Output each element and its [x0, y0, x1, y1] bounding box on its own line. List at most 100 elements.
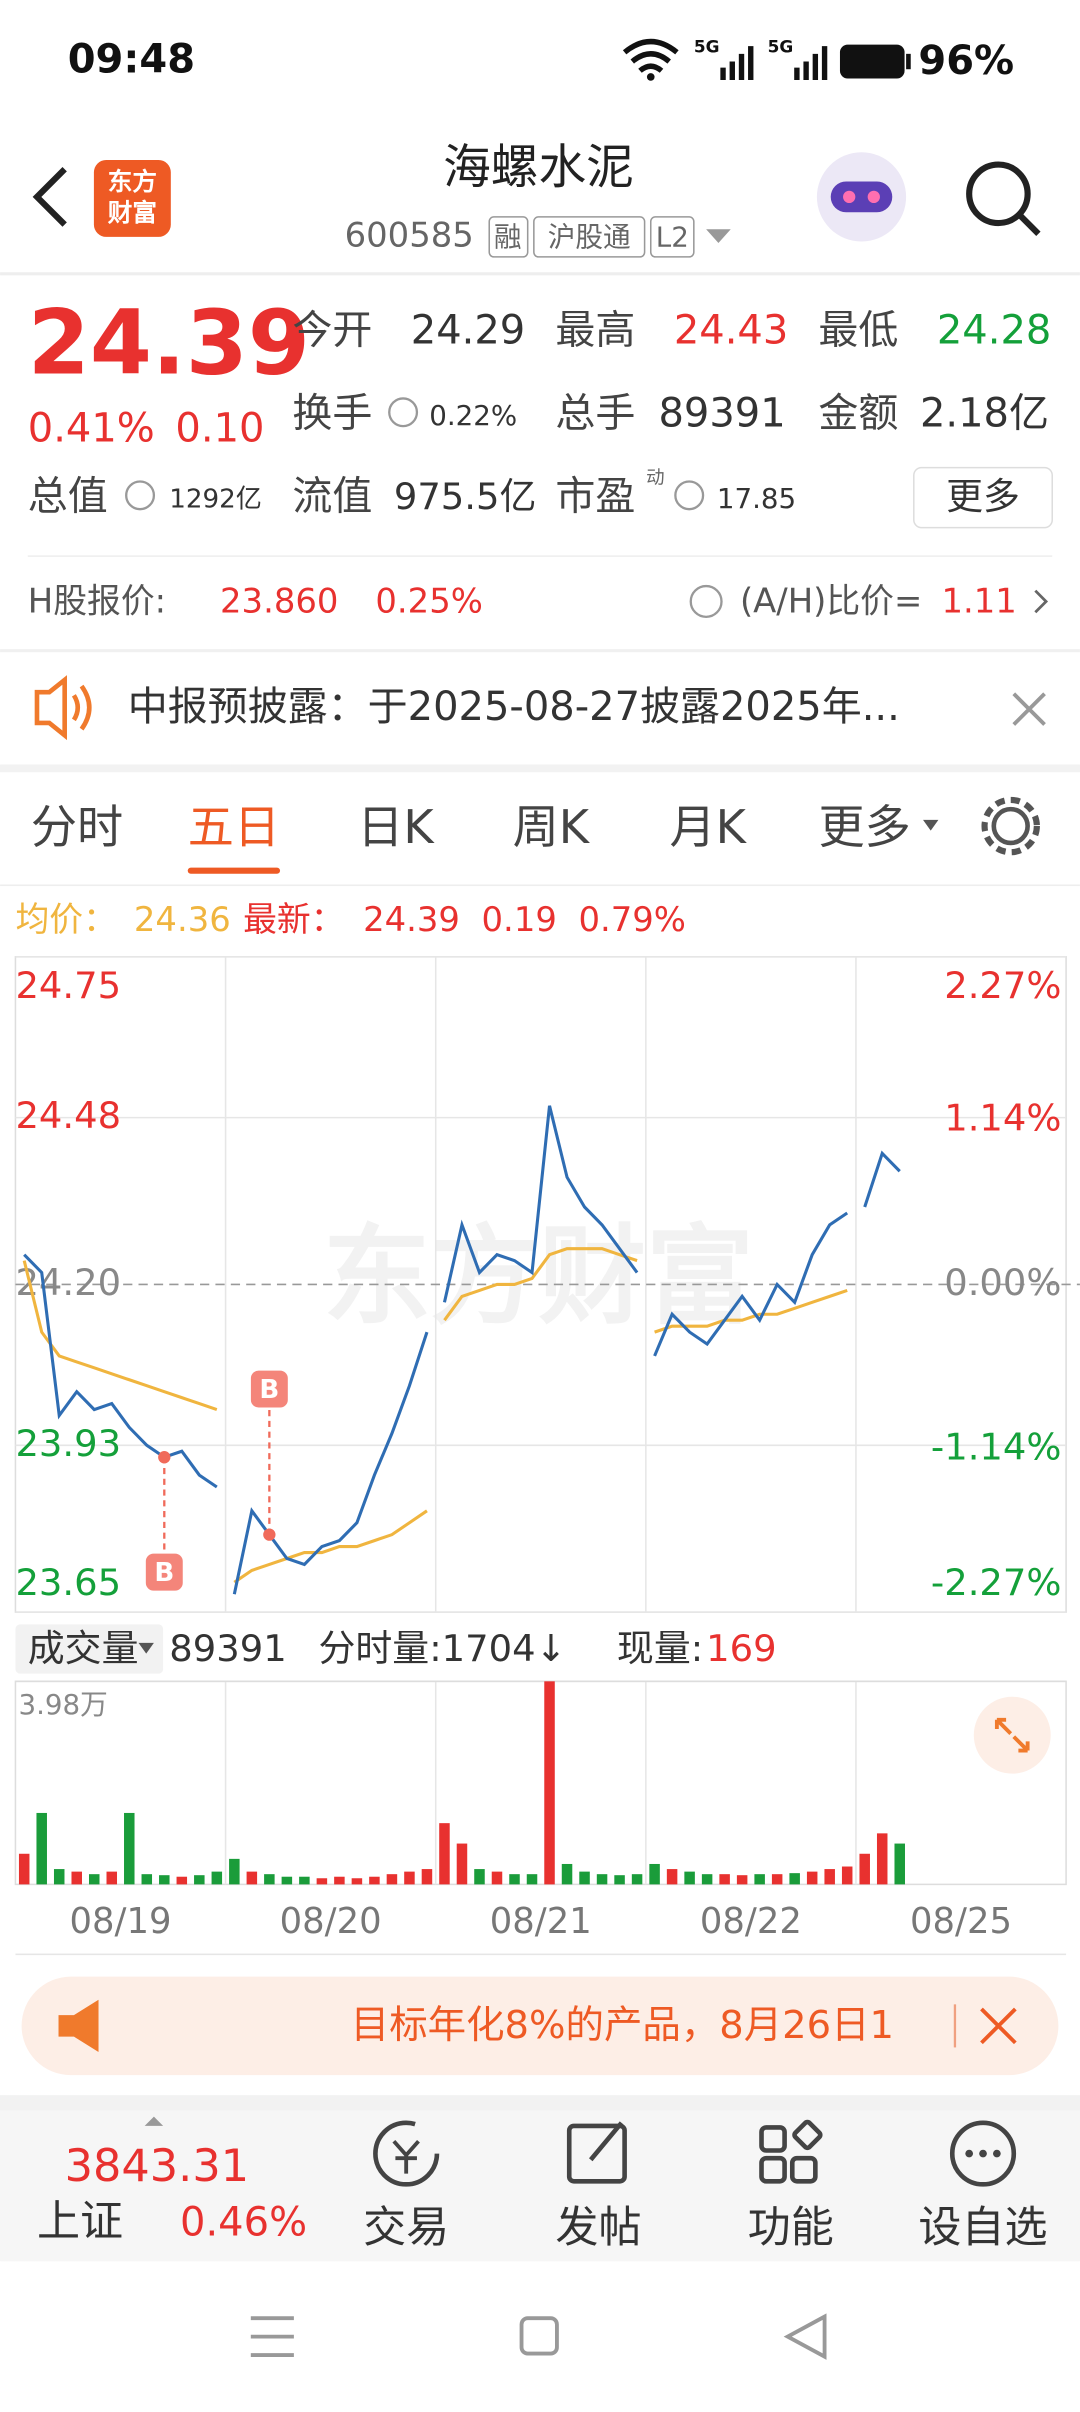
current-volume: 169: [706, 1627, 776, 1670]
speaker-waves: [71, 684, 92, 731]
stock-name: 海螺水泥: [443, 141, 634, 196]
more-button[interactable]: [913, 466, 1054, 529]
section-gap: [0, 764, 1080, 773]
back-nav-button[interactable]: [783, 2313, 827, 2360]
time: 09:48: [68, 37, 195, 83]
volume-bar: [281, 1876, 293, 1885]
volume-bar: [526, 1874, 538, 1885]
index-name[interactable]: 上证: [37, 2197, 123, 2247]
signal-icon: [794, 46, 828, 80]
ah-ratio: 1.11: [941, 581, 1016, 620]
field-label: 金额: [818, 390, 898, 436]
y2-tick-label: 1.14%: [944, 1096, 1061, 1139]
nav-label[interactable]: 设自选: [918, 2203, 1047, 2253]
megaphone-icon: [58, 1999, 99, 2053]
watch-icon: [949, 2120, 1017, 2187]
nav-label[interactable]: 功能: [748, 2203, 834, 2253]
h-share-label: H股报价:: [28, 581, 166, 620]
tab[interactable]: 月K: [669, 800, 747, 854]
index-pct[interactable]: 0.46%: [180, 2199, 307, 2245]
func-icon: [792, 2119, 823, 2151]
tab[interactable]: 周K: [513, 800, 591, 854]
battery-tip: [906, 53, 911, 70]
volume-bar: [246, 1871, 258, 1885]
info-icon[interactable]: [674, 480, 705, 511]
func-icon: [759, 2125, 787, 2153]
volume-bar: [561, 1863, 573, 1885]
notice-text[interactable]: 中报预披露：于2025-08-27披露2025年...: [128, 684, 900, 730]
tab[interactable]: 五日: [188, 800, 280, 854]
volume-bar: [229, 1858, 240, 1885]
nav-label[interactable]: 交易: [363, 2203, 449, 2253]
dot: [993, 2149, 1001, 2158]
field-value: 24.43: [674, 307, 788, 353]
latest-value: 24.39: [363, 900, 460, 939]
dropdown-arrow[interactable]: [706, 229, 731, 244]
info-icon[interactable]: [125, 480, 156, 511]
close-ad[interactable]: [980, 2007, 1017, 2045]
divider: [15, 1953, 1067, 1956]
field-value: 17.85: [717, 482, 796, 515]
search-icon[interactable]: [966, 161, 1031, 227]
help-icon[interactable]: [689, 584, 723, 618]
back-button[interactable]: [32, 167, 67, 227]
volume-bar: [264, 1874, 275, 1885]
tag: 融: [494, 220, 522, 253]
tab[interactable]: 分时: [31, 800, 123, 854]
settings-gear: [981, 796, 1040, 856]
avg-value: 24.36: [134, 900, 231, 939]
recent-apps-button[interactable]: [250, 2316, 294, 2358]
settings-icon[interactable]: [991, 806, 1030, 846]
y2-tick-label: -2.27%: [931, 1561, 1062, 1604]
volume-bar: [176, 1876, 188, 1885]
volume-selector[interactable]: [15, 1624, 164, 1674]
expand-button[interactable]: [973, 1696, 1051, 1774]
volume-bar: [351, 1878, 363, 1885]
dropdown-arrow: [138, 1642, 154, 1654]
more-arrow: [923, 819, 939, 831]
tag: L2: [656, 220, 689, 253]
search-handle: [1017, 213, 1041, 236]
volume-bar: [876, 1833, 888, 1885]
watermark: 东方财富: [323, 1215, 754, 1340]
volume-bar: [894, 1843, 905, 1885]
x-tick-label: 08/25: [910, 1901, 1012, 1942]
info-icon[interactable]: [388, 397, 419, 428]
tab[interactable]: 更多: [818, 800, 910, 854]
close-notice[interactable]: [1012, 692, 1046, 726]
field-label: 总值: [28, 473, 108, 519]
ad-banner[interactable]: [21, 1976, 1059, 2076]
signal-icon: [720, 46, 754, 80]
volume-bar: [421, 1869, 433, 1885]
marker-label: B: [154, 1558, 174, 1588]
volume-border: [14, 1680, 1067, 1886]
y2-tick-label: -1.14%: [931, 1425, 1062, 1468]
battery-level: 96%: [918, 38, 1014, 84]
nav-label[interactable]: 发帖: [555, 2203, 641, 2253]
home-button[interactable]: [519, 2316, 559, 2356]
divider: [27, 555, 1053, 557]
network-label: 5G: [768, 37, 794, 57]
y2-tick-label: 0.00%: [944, 1261, 1061, 1304]
chevron[interactable]: [1034, 589, 1049, 614]
index-value[interactable]: 3843.31: [65, 2140, 249, 2192]
h-share-pct: 0.25%: [375, 581, 482, 620]
tab[interactable]: 日K: [357, 800, 435, 854]
volume-bar: [544, 1681, 555, 1885]
volume-bar: [141, 1874, 153, 1885]
ad-text[interactable]: 目标年化8%的产品，8月26日1: [351, 2003, 894, 2048]
volume-bar: [88, 1874, 100, 1885]
tag-box: [649, 216, 695, 258]
price: 24.39: [28, 292, 310, 396]
volume-bar: [754, 1874, 765, 1885]
volume-bar: [299, 1876, 310, 1885]
tag-box: [533, 216, 646, 258]
logo[interactable]: [93, 159, 171, 237]
y-tick-label: 24.75: [15, 964, 121, 1007]
volume-bar: [631, 1874, 643, 1885]
x-tick-label: 08/21: [490, 1901, 592, 1942]
h-share-price: 23.860: [220, 581, 338, 620]
change-pct: 0.41%: [28, 406, 155, 452]
battery-icon: [839, 44, 905, 79]
